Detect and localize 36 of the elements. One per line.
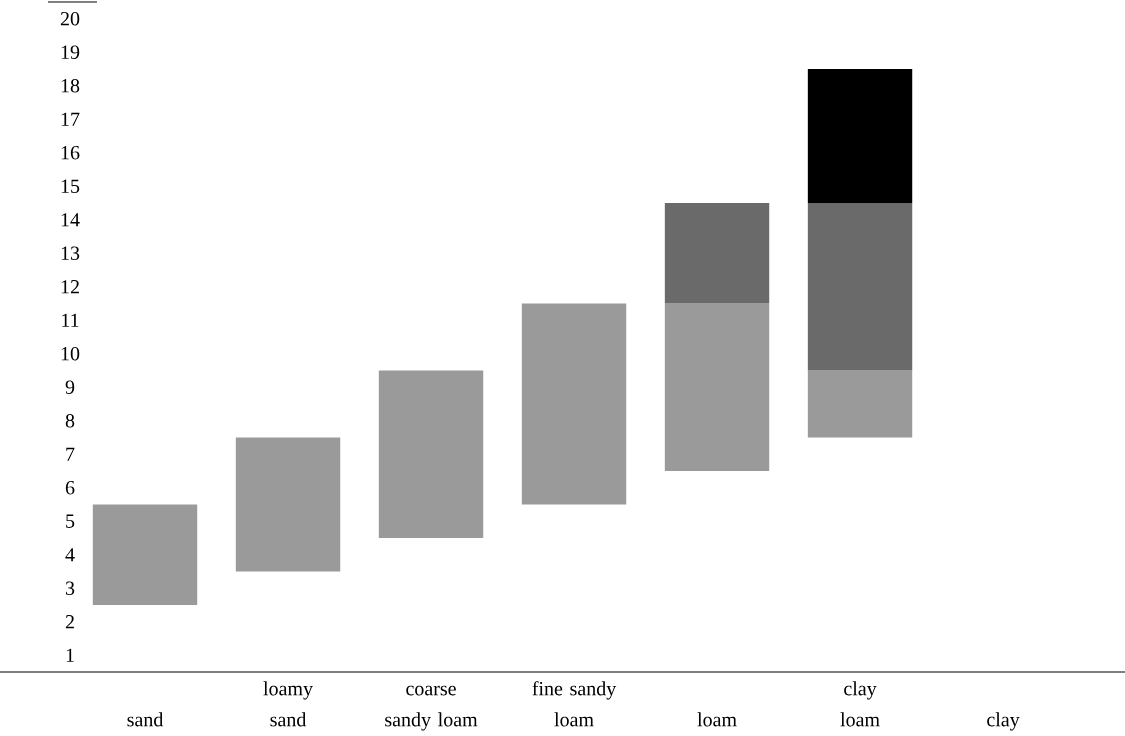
- y-tick-label: 11: [62, 313, 79, 327]
- x-tick-label: clay loam: [840, 681, 880, 727]
- y-tick-label: 10: [61, 346, 80, 361]
- y-tick-label: 12: [61, 280, 79, 294]
- x-tick-label: fine sandy loam: [532, 681, 617, 727]
- y-tick-label: 1: [66, 648, 74, 662]
- bar: [664, 202, 770, 304]
- y-tick-label: 16: [61, 146, 80, 160]
- bar: [807, 68, 913, 203]
- x-tick-label: coarse sandy loam: [385, 685, 478, 731]
- x-tick-label: loam: [697, 712, 737, 727]
- y-tick-label: 6: [65, 481, 75, 495]
- bar: [807, 370, 913, 438]
- y-tick-label: 18: [61, 79, 80, 93]
- y-tick-label: 3: [65, 581, 75, 595]
- y-tick-label: 2: [65, 615, 74, 629]
- bar: [378, 370, 484, 538]
- y-tick-label: 4: [65, 548, 75, 562]
- bar: [92, 504, 198, 605]
- bar: [664, 303, 770, 471]
- y-tick-label: 19: [61, 45, 80, 59]
- x-tick-label: clay: [987, 712, 1020, 731]
- bar: [521, 303, 627, 505]
- x-tick-label: sand: [127, 712, 164, 727]
- y-tick-label: 8: [65, 413, 75, 428]
- bar: [235, 437, 341, 572]
- y-tick-label: 9: [65, 380, 75, 394]
- y-tick-label: 14: [61, 213, 80, 227]
- bar: [807, 202, 913, 371]
- y-tick-label: 5: [66, 514, 75, 528]
- y-tick-label: 15: [61, 179, 80, 193]
- y-tick-label: 7: [66, 447, 75, 461]
- x-tick-label: loamy sand: [263, 681, 313, 727]
- y-tick-label: 20: [60, 12, 80, 26]
- y-tick-label: 13: [61, 246, 80, 260]
- y-tick-label: 17: [61, 112, 80, 126]
